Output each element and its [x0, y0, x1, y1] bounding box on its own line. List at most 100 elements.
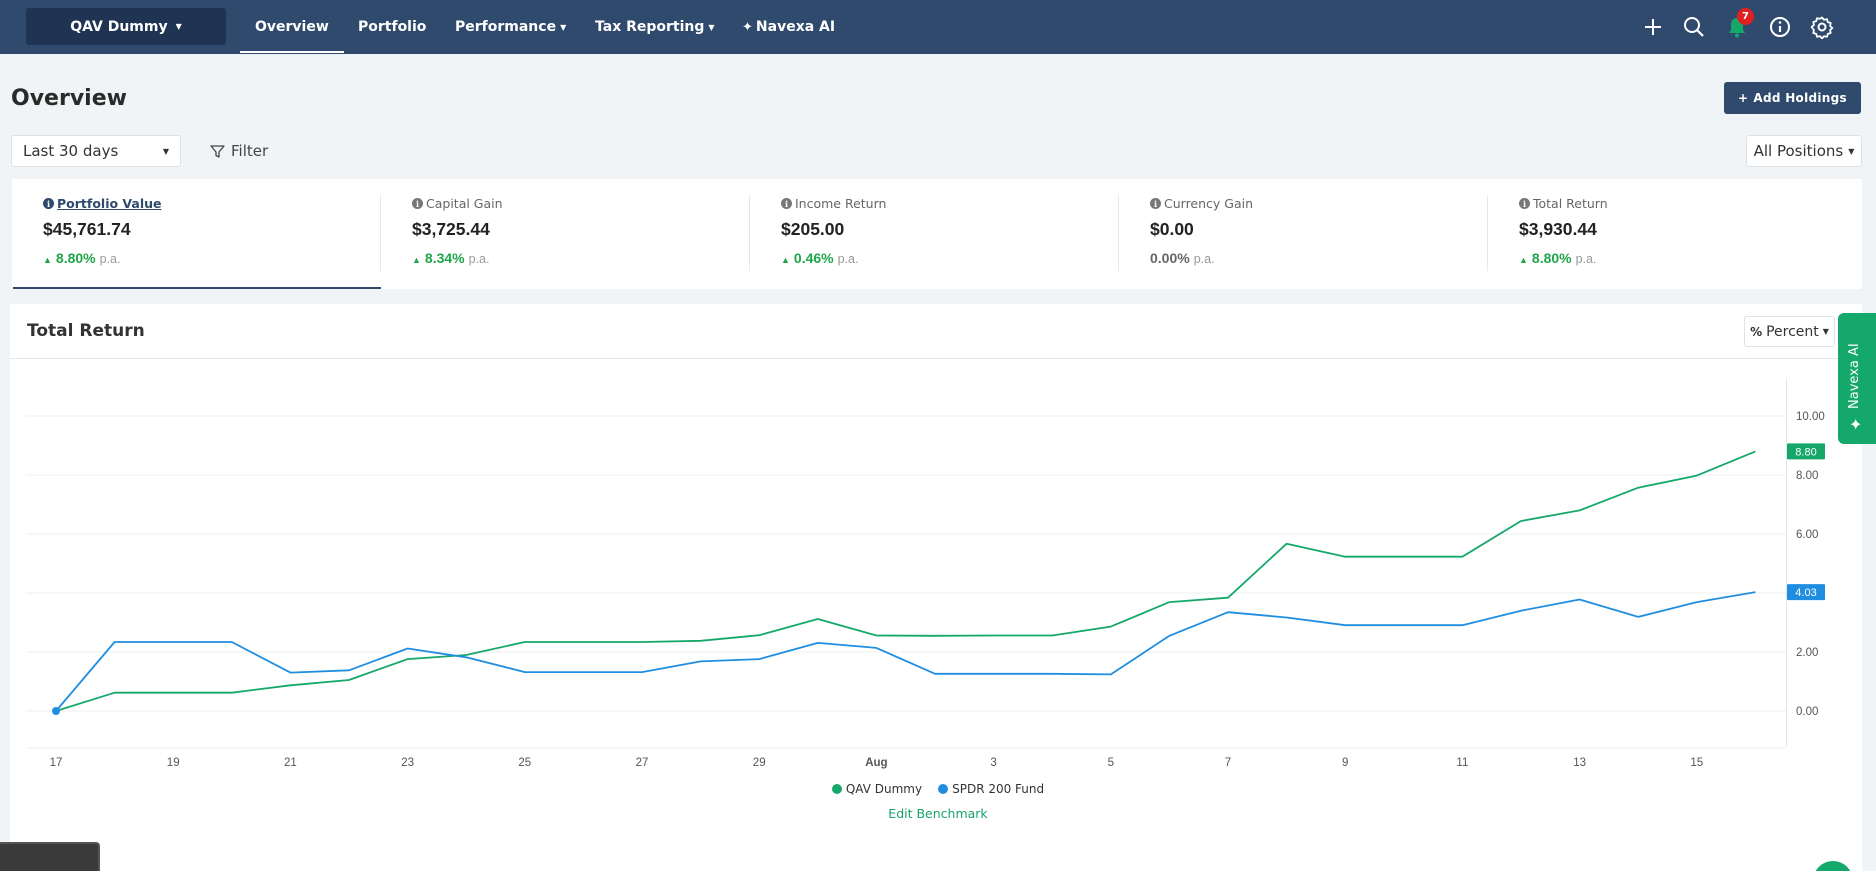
metric-label-row: i Income Return: [781, 196, 886, 211]
metric-change-value: 0.46%: [793, 250, 834, 266]
arrow-up-icon: ▲: [412, 255, 421, 265]
metric-change-value: 8.80%: [55, 250, 96, 266]
edit-benchmark-link[interactable]: Edit Benchmark: [888, 806, 988, 821]
nav-tab-label: Performance: [455, 19, 557, 35]
metric-change-value: 8.34%: [424, 250, 465, 266]
metric-label-row: i Capital Gain: [412, 196, 503, 211]
add-holdings-button[interactable]: + Add Holdings: [1724, 82, 1861, 114]
metric-change-value: 0.00%: [1150, 250, 1190, 266]
bottom-left-widget[interactable]: [0, 842, 100, 871]
nav-tab-label: Tax Reporting: [595, 19, 705, 35]
y-tick-label: 8.00: [1796, 470, 1818, 482]
metric-label: Income Return: [795, 196, 887, 211]
metric-value: $45,761.74: [43, 219, 131, 239]
metric-change-value: 8.80%: [1531, 250, 1572, 266]
legend-item-qav-dummy[interactable]: QAV Dummy: [831, 782, 922, 796]
portfolio-switcher[interactable]: QAV Dummy ▼: [26, 8, 226, 45]
arrow-up-icon: ▲: [781, 255, 790, 265]
nav-tab-label: Portfolio: [358, 19, 427, 35]
metric-value: $205.00: [781, 219, 845, 239]
info-icon: i: [1519, 198, 1530, 209]
chart-title: Total Return: [27, 321, 145, 341]
chevron-down-icon: ▼: [1848, 146, 1855, 156]
metric-suffix: p.a.: [1193, 252, 1215, 266]
nav-tab-tax-reporting[interactable]: Tax Reporting ▼: [595, 0, 715, 54]
metric-currency-gain[interactable]: i Currency Gain $0.00 0.00% p.a.: [1119, 179, 1488, 289]
info-icon: i: [412, 198, 423, 209]
metric-label: Total Return: [1533, 196, 1608, 211]
period-select[interactable]: Last 30 days ▼: [11, 135, 181, 167]
metric-label-row: i Portfolio Value: [43, 196, 162, 211]
sparkle-icon: ✦: [742, 19, 753, 35]
nav-tab-label: Navexa AI: [755, 19, 836, 35]
metric-label-row: i Total Return: [1519, 196, 1608, 211]
top-navbar: QAV Dummy ▼ Overview Portfolio Performan…: [0, 0, 1876, 54]
chevron-down-icon: ▼: [175, 22, 182, 31]
chat-bubble-button[interactable]: [1813, 861, 1853, 871]
navexa-ai-side-tab[interactable]: Navexa AI ✦: [1838, 313, 1876, 444]
side-tab-label: Navexa AI: [1847, 343, 1862, 409]
bell-icon[interactable]: 7: [1722, 8, 1754, 42]
divider: [749, 195, 750, 271]
chevron-down-icon: ▼: [162, 146, 169, 156]
legend-label: SPDR 200 Fund: [952, 782, 1045, 796]
metric-label: Currency Gain: [1164, 196, 1254, 211]
last-value-badge: [1787, 584, 1825, 601]
x-tick-label: 9: [1342, 757, 1348, 769]
portfolio-name: QAV Dummy: [70, 18, 168, 35]
metric-change: ▲ 8.80% p.a.: [1519, 250, 1596, 266]
positions-value: All Positions: [1753, 142, 1844, 160]
metric-value: $3,930.44: [1519, 219, 1597, 239]
gear-icon[interactable]: [1807, 12, 1837, 42]
percent-icon: %: [1750, 324, 1763, 339]
x-tick-label: 29: [753, 757, 766, 769]
search-icon[interactable]: [1679, 12, 1709, 42]
nav-tab-navexa-ai[interactable]: ✦ Navexa AI: [742, 0, 835, 54]
metric-suffix: p.a.: [1575, 252, 1597, 266]
metrics-card: i Portfolio Value $45,761.74 ▲ 8.80% p.a. i…: [12, 179, 1862, 289]
filter-button[interactable]: Filter: [210, 135, 268, 167]
metric-capital-gain[interactable]: i Capital Gain $3,725.44 ▲ 8.34% p.a.: [381, 179, 750, 289]
metric-label-row: i Currency Gain: [1150, 196, 1253, 211]
nav-tab-performance[interactable]: Performance ▼: [455, 0, 566, 54]
chevron-down-icon: ▼: [1822, 327, 1829, 336]
sparkle-icon: ✦: [1849, 415, 1863, 434]
nav-tab-portfolio[interactable]: Portfolio: [358, 0, 426, 54]
metric-change: ▲ 8.34% p.a.: [412, 250, 489, 266]
arrow-up-icon: ▲: [1519, 255, 1528, 265]
page-title: Overview: [11, 86, 127, 111]
nav-tab-overview[interactable]: Overview: [240, 0, 344, 54]
metric-suffix: p.a.: [468, 252, 490, 266]
metric-change: ▲ 0.46% p.a.: [781, 250, 858, 266]
metric-label: Portfolio Value: [57, 196, 162, 211]
start-point-marker: [52, 707, 60, 715]
total-return-card: Total Return % Percent ▼: [10, 304, 1862, 871]
legend-swatch: [938, 784, 949, 794]
metric-total-return[interactable]: i Total Return $3,930.44 ▲ 8.80% p.a.: [1488, 179, 1857, 289]
metric-portfolio-value[interactable]: i Portfolio Value $45,761.74 ▲ 8.80% p.a.: [12, 179, 381, 289]
x-tick-label: 17: [50, 757, 63, 769]
metric-income-return[interactable]: i Income Return $205.00 ▲ 0.46% p.a.: [750, 179, 1119, 289]
x-tick-label: 19: [167, 757, 180, 769]
x-tick-label: 3: [990, 757, 996, 769]
positions-select[interactable]: All Positions ▼: [1746, 135, 1862, 167]
chart-mode-select[interactable]: % Percent ▼: [1744, 316, 1835, 347]
plus-icon[interactable]: [1638, 12, 1668, 42]
x-tick-label: 23: [401, 757, 414, 769]
x-tick-label: 25: [518, 757, 531, 769]
legend-item-spdr-200[interactable]: SPDR 200 Fund: [938, 782, 1044, 796]
metric-change: 0.00% p.a.: [1150, 250, 1215, 266]
plus-icon: +: [1738, 91, 1749, 105]
legend-swatch: [831, 784, 842, 794]
x-tick-label: 15: [1690, 757, 1703, 769]
y-tick-label: 0.00: [1796, 706, 1818, 718]
divider: [380, 195, 381, 271]
x-tick-label: 5: [1108, 757, 1114, 769]
chart-mode-value: Percent: [1766, 323, 1819, 340]
info-icon[interactable]: [1765, 12, 1795, 42]
info-icon: i: [43, 198, 54, 209]
add-holdings-label: Add Holdings: [1753, 91, 1847, 105]
metric-value: $0.00: [1150, 219, 1194, 239]
chevron-down-icon: ▼: [560, 22, 567, 32]
y-tick-label: 6.00: [1796, 529, 1818, 541]
